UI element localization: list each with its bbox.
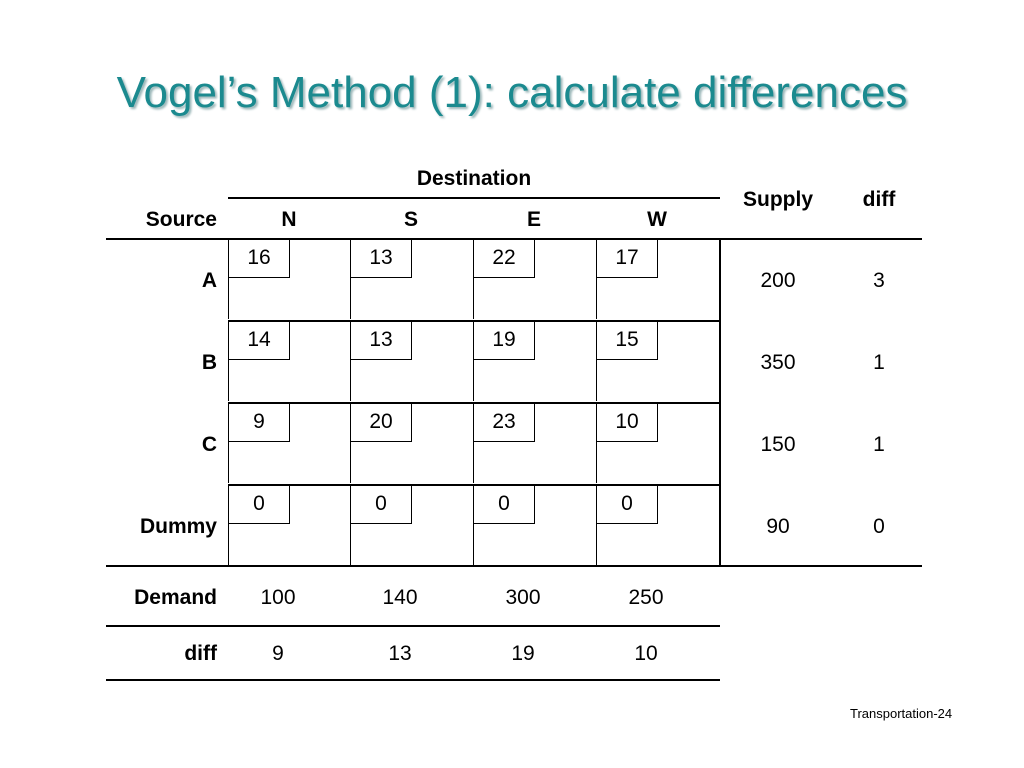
row-diff-value: 3	[873, 269, 885, 292]
cost-box: 15	[597, 321, 658, 360]
cost-box: 13	[351, 239, 412, 278]
row-diff-value: 1	[873, 433, 885, 456]
allocation-cell: 22	[473, 239, 595, 319]
grid-bottom-line	[106, 565, 922, 567]
allocation-cell: 23	[473, 403, 595, 483]
cost-box: 14	[229, 321, 290, 360]
col-diff-label: diff	[184, 642, 217, 665]
cost-box: 17	[597, 239, 658, 278]
cost-box: 16	[229, 239, 290, 278]
supply-value: 90	[766, 515, 790, 538]
allocation-cell: 9	[228, 403, 350, 483]
allocation-cell: 20	[350, 403, 472, 483]
cost-box: 0	[597, 485, 658, 524]
cost-box: 20	[351, 403, 412, 442]
row-diff-value: 0	[873, 515, 885, 538]
allocation-cell: 0	[473, 485, 595, 565]
row-label: C	[201, 433, 217, 456]
column-header-w: W	[647, 208, 667, 231]
supply-header: Supply	[742, 188, 814, 211]
row-diff-value: 1	[873, 351, 885, 374]
allocation-cell: 0	[228, 485, 350, 565]
demand-value: 250	[628, 586, 664, 609]
allocation-cell: 0	[596, 485, 718, 565]
allocation-cell: 16	[228, 239, 350, 319]
cost-box: 0	[351, 485, 412, 524]
cost-box: 19	[474, 321, 535, 360]
column-header-n: N	[281, 208, 297, 231]
row-separator	[228, 484, 720, 486]
source-header: Source	[145, 208, 217, 231]
cost-box: 0	[474, 485, 535, 524]
row-label: Dummy	[139, 515, 217, 538]
row-separator	[228, 402, 720, 404]
demand-value: 300	[505, 586, 541, 609]
demand-value: 100	[260, 586, 296, 609]
allocation-cell: 19	[473, 321, 595, 401]
allocation-cell: 14	[228, 321, 350, 401]
allocation-cell: 13	[350, 239, 472, 319]
supply-value: 200	[760, 269, 796, 292]
demand-label: Demand	[134, 586, 217, 609]
supply-value: 150	[760, 433, 796, 456]
allocation-cell: 15	[596, 321, 718, 401]
allocation-cell: 0	[350, 485, 472, 565]
allocation-cell: 13	[350, 321, 472, 401]
destination-header: Destination	[416, 167, 532, 190]
allocation-cell: 10	[596, 403, 718, 483]
cost-box: 22	[474, 239, 535, 278]
diff-header: diff	[862, 188, 896, 211]
supply-value: 350	[760, 351, 796, 374]
grid-right-border	[719, 239, 721, 565]
allocation-cell: 17	[596, 239, 718, 319]
row-label: A	[201, 269, 217, 292]
column-header-s: S	[403, 208, 419, 231]
destination-underline	[228, 197, 720, 199]
row-label: B	[201, 351, 217, 374]
table-bottom-line	[106, 679, 720, 681]
slide-title: Vogel’s Method (1): calculate difference…	[116, 68, 908, 117]
col-diff-value: 10	[634, 642, 658, 665]
cost-box: 13	[351, 321, 412, 360]
col-diff-value: 13	[388, 642, 412, 665]
row-separator	[228, 320, 720, 322]
col-diff-value: 9	[272, 642, 284, 665]
demand-value: 140	[382, 586, 418, 609]
cost-box: 10	[597, 403, 658, 442]
col-diff-value: 19	[511, 642, 535, 665]
cost-box: 9	[229, 403, 290, 442]
cost-box: 23	[474, 403, 535, 442]
table-top-line	[106, 238, 922, 240]
cost-box: 0	[229, 485, 290, 524]
demand-bottom-line	[106, 625, 720, 627]
slide-footer: Transportation-24	[850, 706, 953, 721]
column-header-e: E	[526, 208, 542, 231]
